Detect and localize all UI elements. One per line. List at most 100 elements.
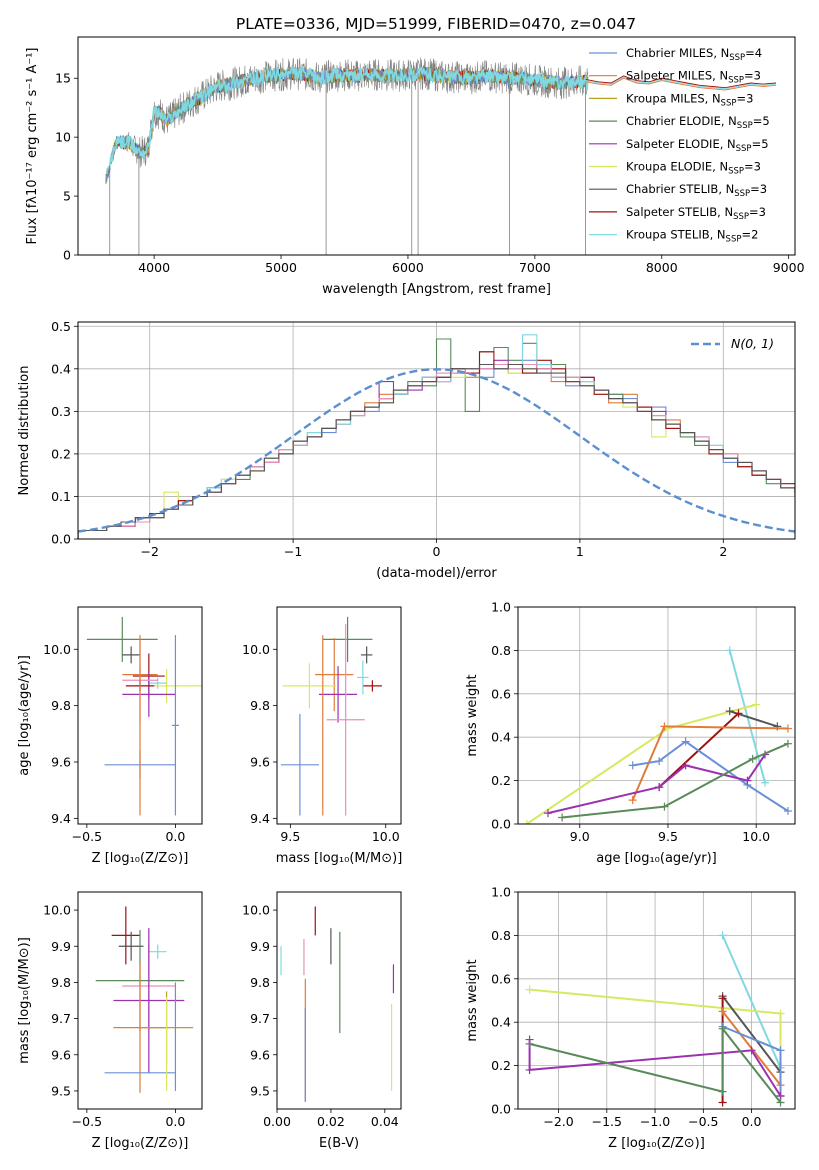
weight-marker [783, 806, 792, 815]
weight-marker [525, 985, 534, 994]
plot-area [95, 906, 194, 1093]
weight-series [721, 995, 782, 1073]
legend-label: Chabrier ELODIE, N [626, 114, 737, 128]
x-tick-label: 9.0 [570, 829, 590, 844]
x-tick-label: 0.00 [263, 1114, 291, 1129]
axes-frame [77, 606, 203, 825]
legend-subscript: SSP [736, 144, 752, 154]
histogram-series [78, 363, 795, 539]
legend-entry: Chabrier STELIB, NSSP=3 [626, 182, 767, 199]
histogram-series [78, 359, 795, 539]
y-tick-label: 9.7 [250, 1011, 270, 1026]
model-spectrum [105, 66, 589, 183]
y-tick-label: 15 [55, 71, 71, 86]
y-tick-label: 1.0 [491, 600, 511, 615]
legend-label: Salpeter ELODIE, N [626, 137, 736, 151]
weight-marker [522, 820, 531, 824]
plot-area [280, 906, 395, 1102]
model-tail [585, 75, 777, 89]
axes-frame [276, 891, 402, 1110]
data-point [282, 663, 337, 709]
x-tick-label: 0.0 [742, 1114, 762, 1129]
y-tick-label: 0.2 [491, 1058, 511, 1073]
legend-entry: Chabrier MILES, NSSP=4 [626, 46, 762, 63]
y-tick-label: 0.3 [51, 404, 71, 419]
x-axis-label: Z [log₁₀(Z/Z⊙)] [608, 1136, 705, 1151]
data-point [113, 928, 185, 1073]
data-point [122, 671, 176, 717]
data-point [122, 646, 140, 664]
x-axis-label: (data-model)/error [376, 566, 497, 581]
weight-marker [776, 1046, 785, 1055]
plot-area [86, 616, 202, 816]
x-axis-label: age [log₁₀(age/yr)] [596, 851, 717, 866]
axes-frame [77, 36, 796, 256]
legend-entry: Kroupa MILES, NSSP=3 [626, 91, 753, 108]
axes-mass-vs-Z: −0.5 0.0 9.5 9.6 9.7 9.8 9.9 10.0 Z [log₁₀(Z/Z⊙)… [17, 891, 203, 1151]
data-point [322, 616, 373, 662]
y-tick-label: 10.0 [242, 642, 270, 657]
y-tick-label: 9.6 [51, 755, 71, 770]
axes-layer: 4000 5000 6000 7000 8000 9000051015wavelength… [17, 36, 805, 1151]
legend-label: Kroupa STELIB, N [626, 228, 726, 242]
data-point [362, 680, 382, 692]
legend-subscript: SSP [729, 53, 745, 63]
x-tick-label: −1.0 [640, 1114, 670, 1129]
weight-marker [681, 761, 690, 770]
normal-curve [78, 368, 795, 533]
y-tick-label: 10.0 [43, 642, 71, 657]
x-tick-label: 0.04 [371, 1114, 399, 1129]
weight-marker [525, 1039, 534, 1048]
plot-area [280, 616, 382, 816]
axes-frame [276, 606, 402, 825]
x-axis-label: mass [log₁₀(M/M⊙)] [276, 851, 403, 866]
data-point [148, 677, 167, 689]
weight-marker [725, 646, 734, 655]
weight-marker [748, 754, 757, 763]
legend-subscript: SSP [737, 121, 753, 131]
y-tick-label: 0.2 [491, 773, 511, 788]
legend-value: =2 [741, 228, 758, 242]
axes-frame [77, 321, 796, 540]
weight-marker [718, 1087, 727, 1096]
weight-marker [776, 1009, 785, 1018]
data-point [326, 623, 365, 816]
figure-title: PLATE=0336, MJD=51999, FIBERID=0470, z=0… [236, 15, 636, 33]
legend-label: Salpeter STELIB, N [626, 205, 733, 219]
y-tick-label: 0.4 [491, 730, 511, 745]
axes-weight-vs-age: 9.0 9.5 10.0 0.0 0.2 0.4 0.6 0.8 1.0 age [log₁₀(a… [465, 600, 796, 866]
weight-marker [655, 757, 664, 766]
y-tick-label: 9.5 [250, 1083, 270, 1098]
y-tick-label: 1.0 [491, 885, 511, 900]
legend-label: Kroupa MILES, N [626, 91, 721, 105]
x-tick-label: 6000 [392, 260, 424, 275]
plot-area [518, 607, 795, 824]
axes-weight-vs-Z: −2.0 −1.5 −1.0 −0.5 0.0 0.0 0.2 0.4 0.6 0.8 1.0 Z [… [465, 885, 796, 1151]
axes-spectrum: 4000 5000 6000 7000 8000 9000 0 5 10 15 wavelength… [25, 36, 805, 297]
y-axis-label: mass weight [465, 959, 480, 1041]
y-tick-label: 0.0 [491, 1102, 511, 1117]
legend-subscript: SSP [721, 98, 737, 108]
weight-marker [718, 1024, 727, 1033]
y-tick-label: 9.9 [250, 939, 270, 954]
legend-label: Kroupa ELODIE, N [626, 160, 728, 174]
x-tick-label: −1.5 [592, 1114, 622, 1129]
x-axis-label: wavelength [Angstrom, rest frame] [322, 282, 551, 297]
histogram-series [78, 363, 795, 539]
plot-area [78, 322, 795, 539]
data-point [280, 714, 319, 816]
weight-marker [718, 1098, 727, 1107]
y-tick-label: 9.4 [250, 811, 270, 826]
y-tick-label: 0.6 [491, 971, 511, 986]
x-tick-label: −0.5 [688, 1114, 718, 1129]
model-tail [585, 77, 777, 91]
weight-series [529, 1025, 782, 1104]
data-point [357, 660, 369, 695]
x-axis-label: E(B-V) [319, 1136, 359, 1151]
weight-marker [655, 783, 664, 792]
x-tick-label: 2 [719, 544, 727, 559]
y-tick-label: 9.7 [51, 1011, 71, 1026]
y-tick-label: 9.9 [51, 939, 71, 954]
